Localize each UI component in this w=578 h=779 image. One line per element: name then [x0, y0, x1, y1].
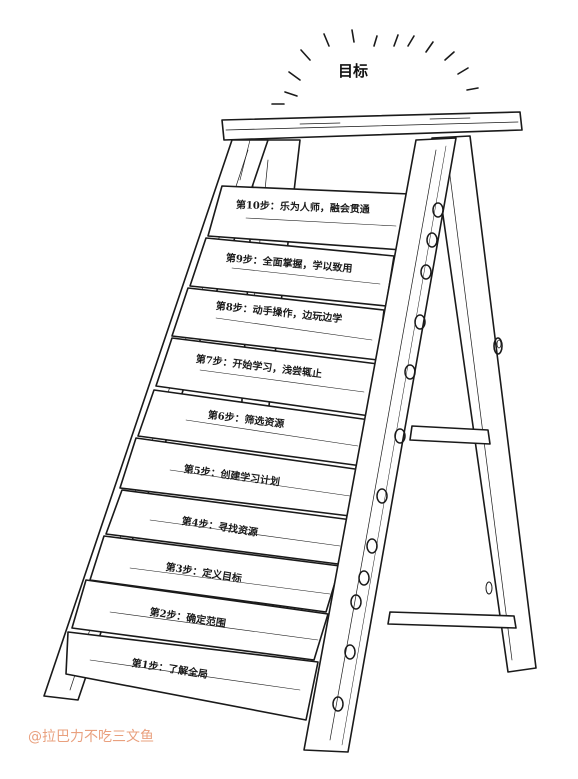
ladder-rail-holes [332, 202, 444, 712]
watermark: @拉巴力不吃三文鱼 [28, 729, 154, 745]
ladder-steps [65, 185, 411, 721]
goal-glow-lines [271, 29, 479, 105]
goal-title: 目标 [338, 62, 369, 80]
ladder-top-platform [221, 111, 523, 141]
